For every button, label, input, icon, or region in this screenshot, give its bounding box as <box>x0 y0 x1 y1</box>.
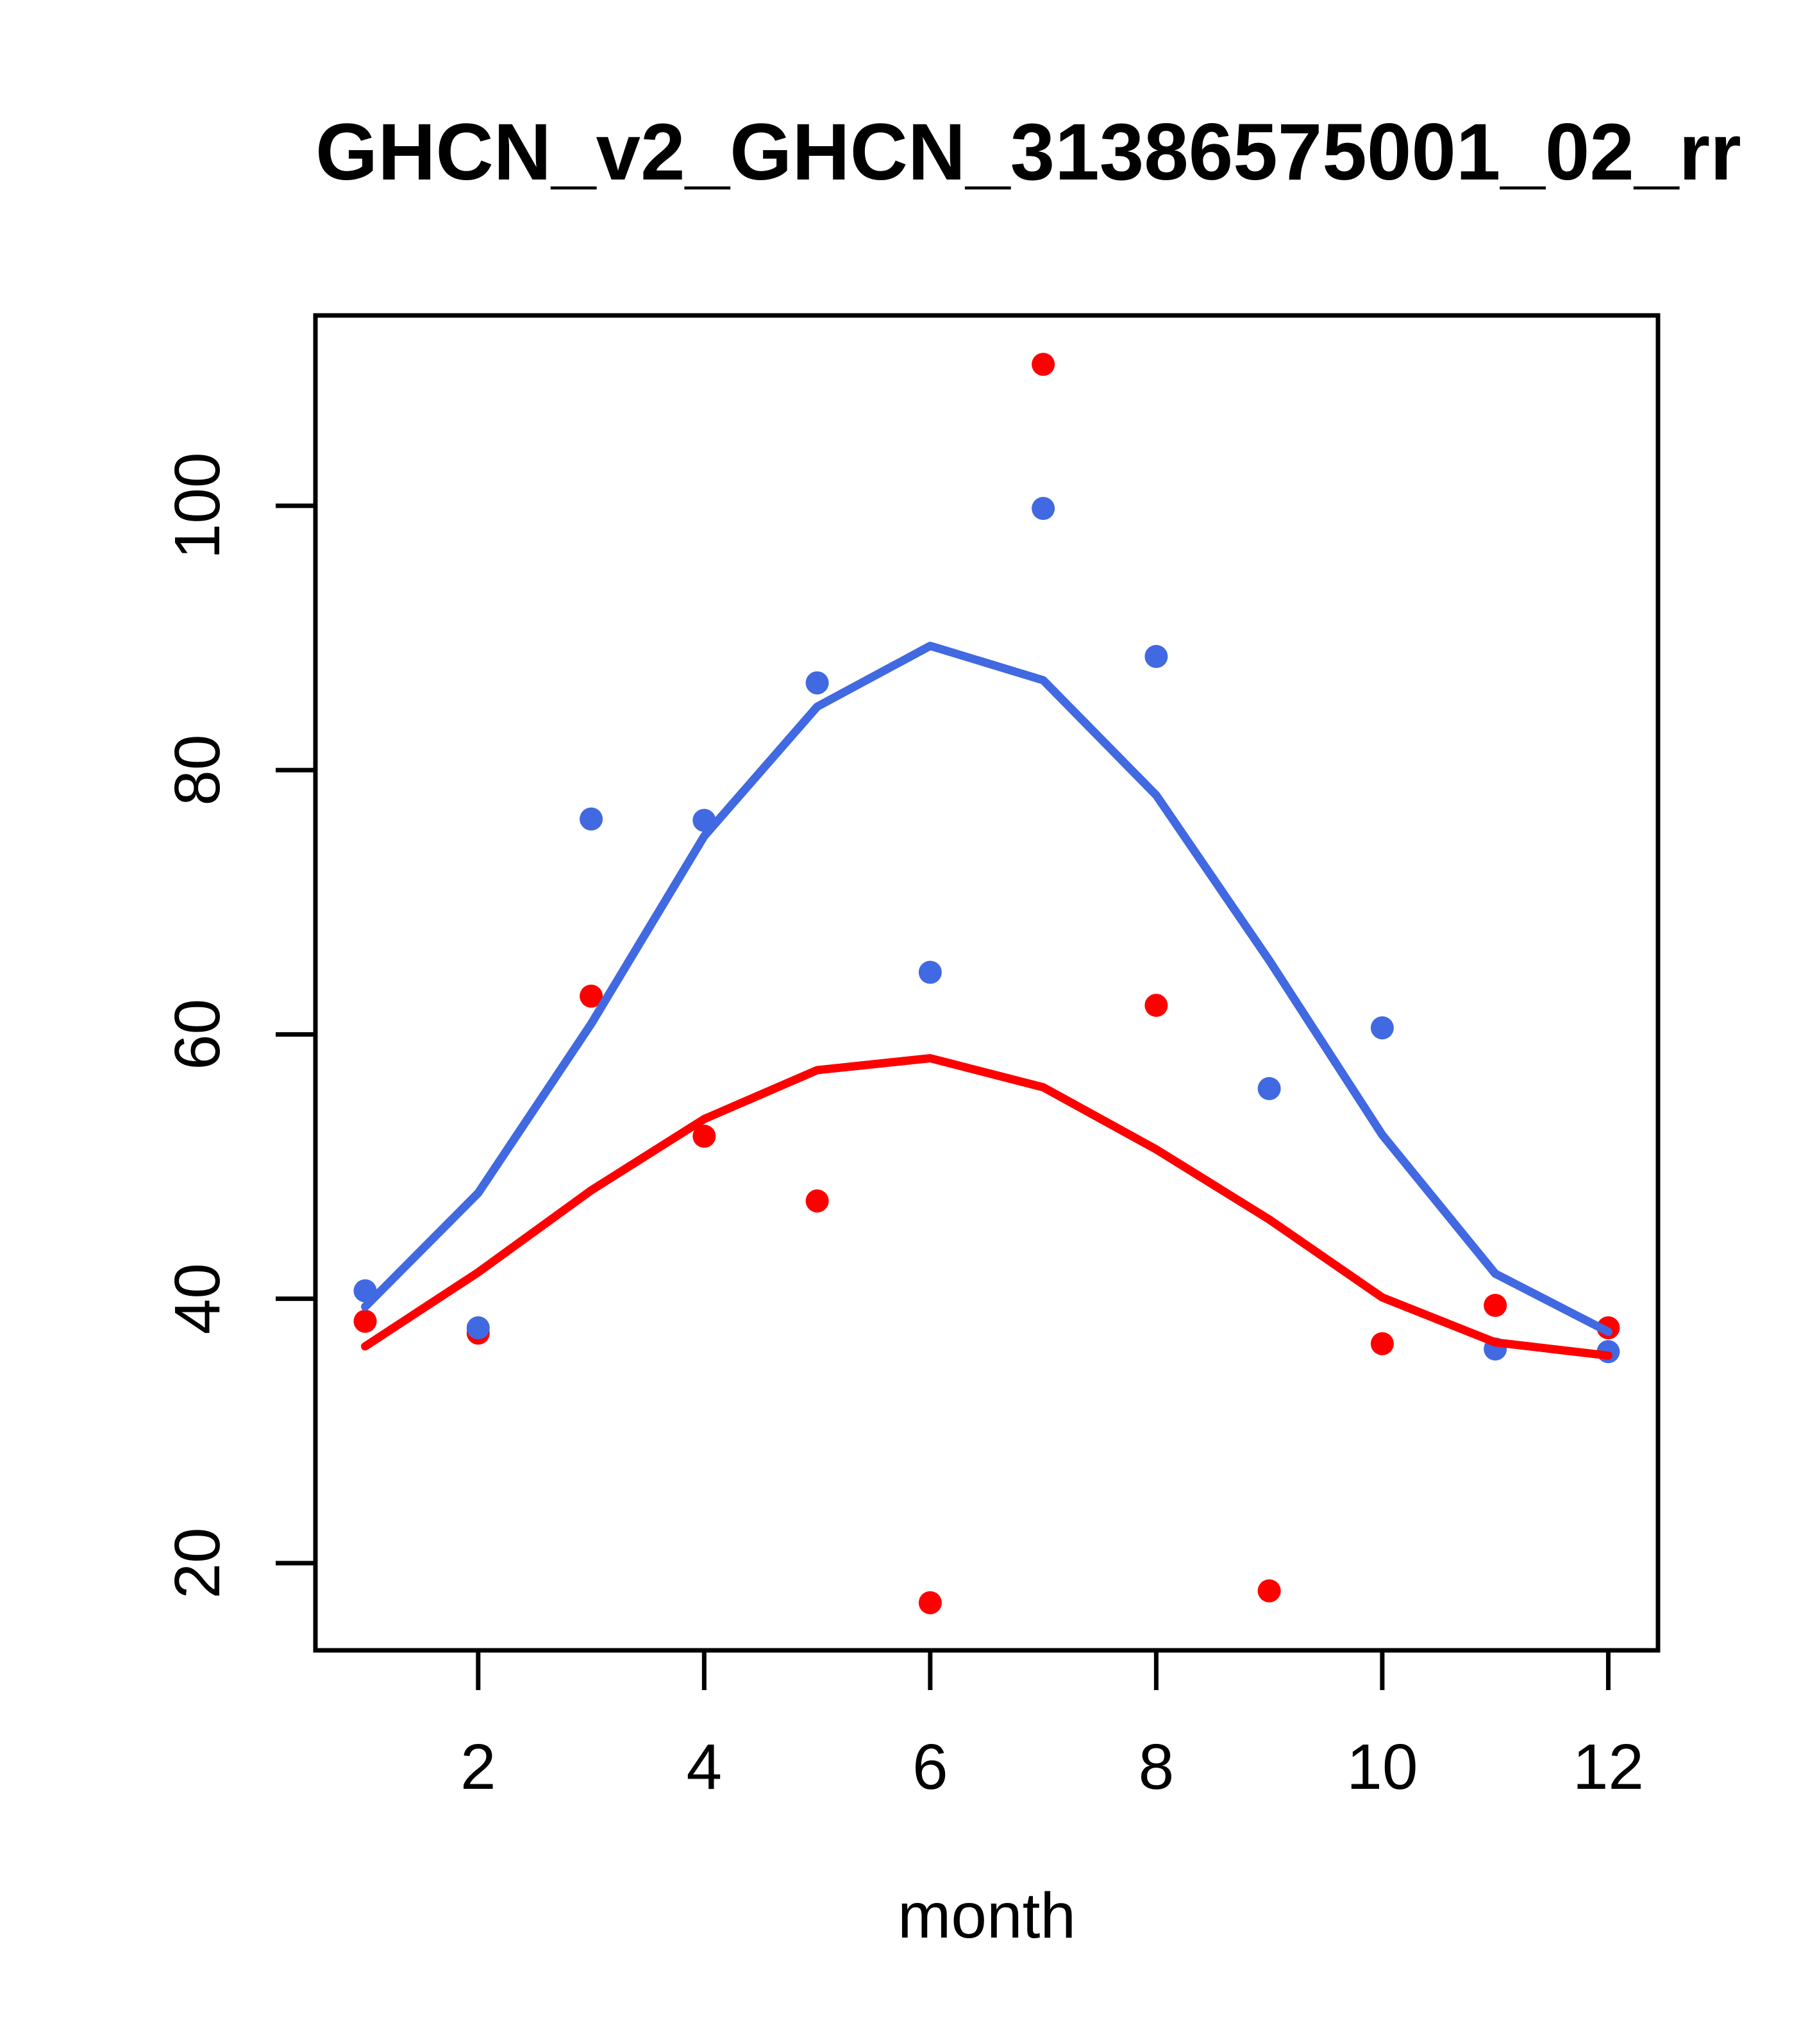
blue-data-point <box>466 1316 490 1340</box>
y-tick-label: 100 <box>162 452 233 559</box>
red-data-point <box>1484 1293 1507 1317</box>
x-tick-label: 6 <box>912 1731 948 1803</box>
blue-lowess-line <box>361 641 1612 1336</box>
blue-data-point <box>1032 496 1055 520</box>
red-data-point <box>692 1125 716 1148</box>
x-tick-label: 4 <box>687 1731 723 1803</box>
x-tick-label: 10 <box>1346 1731 1418 1803</box>
blue-data-point <box>918 960 942 984</box>
red-data-point <box>918 1591 942 1614</box>
red-data-point <box>805 1189 829 1213</box>
red-data-point <box>353 1309 377 1333</box>
red-data-point <box>1032 353 1055 376</box>
y-tick-label: 60 <box>162 999 233 1070</box>
blue-data-point <box>805 671 829 695</box>
red-data-point <box>1370 1332 1394 1355</box>
red-data-point <box>1144 994 1168 1018</box>
blue-data-point <box>692 808 716 832</box>
blue-data-point <box>1370 1016 1394 1040</box>
x-axis-title: month <box>898 1880 1076 1952</box>
red-data-point <box>1257 1579 1281 1603</box>
blue-data-point <box>353 1279 377 1303</box>
y-tick-label: 40 <box>162 1263 233 1334</box>
x-tick-label: 8 <box>1139 1731 1175 1803</box>
y-tick-label: 20 <box>162 1527 233 1598</box>
red-data-point <box>580 984 603 1008</box>
y-tick-label: 80 <box>162 734 233 805</box>
plot-border <box>313 313 1661 1653</box>
x-tick-label: 12 <box>1573 1731 1644 1803</box>
blue-data-point <box>580 807 603 831</box>
red-lowess-line <box>361 1053 1612 1360</box>
x-tick-label: 2 <box>460 1731 496 1803</box>
chart-title: GHCN_v2_GHCN_31386575001_02_rr <box>315 108 1741 197</box>
blue-data-point <box>1144 644 1168 668</box>
blue-data-point <box>1257 1076 1281 1100</box>
